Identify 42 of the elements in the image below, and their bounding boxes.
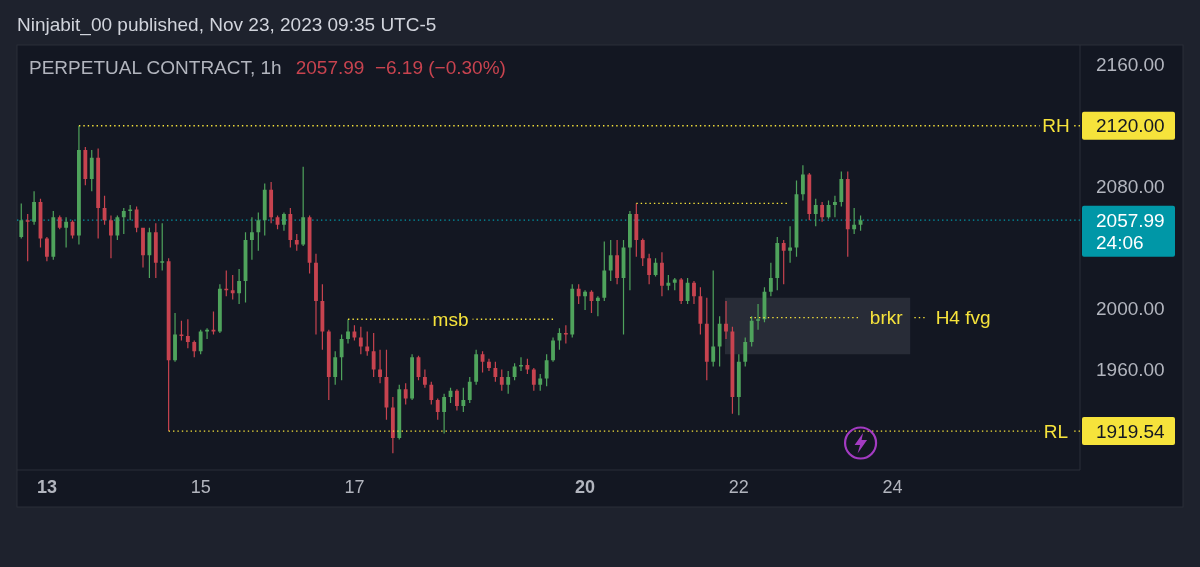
text: Ninjabit_00 published, Nov 23, 2023 09:35 UTC-5 <box>17 14 437 36</box>
annotation: RH <box>1042 115 1070 137</box>
candlestick <box>800 165 805 201</box>
x-tick-label: 24 <box>882 477 903 497</box>
candlestick <box>378 349 382 384</box>
x-tick-label: 17 <box>344 477 365 497</box>
annotation: RL <box>1043 420 1069 442</box>
candlestick <box>32 191 37 225</box>
candlestick <box>756 303 760 330</box>
ref-line-label: 2057.99 24:06 <box>1096 209 1165 253</box>
candlestick <box>628 211 632 291</box>
candlestick <box>422 369 427 388</box>
candlestick <box>282 212 286 231</box>
candlestick <box>833 195 837 218</box>
y-tick-label: 1960.00 <box>1096 358 1165 380</box>
annotation: brkr <box>869 307 904 329</box>
candlestick <box>660 252 664 297</box>
candlestick <box>724 300 728 339</box>
candlestick <box>692 281 696 304</box>
text: 2057.99 −6.19 (−0.30%) <box>295 57 506 78</box>
candlestick <box>109 215 113 259</box>
candlestick <box>519 357 523 371</box>
candlestick <box>205 328 209 339</box>
y-tick-label: 2120.00 <box>1096 115 1165 137</box>
candlestick <box>346 319 350 344</box>
text: PERPETUAL CONTRACT, 1h <box>29 57 282 78</box>
candlestick <box>314 253 318 335</box>
y-tick-label: 2160.00 <box>1096 54 1165 76</box>
x-tick-label: 15 <box>190 477 211 497</box>
candlestick <box>173 313 177 362</box>
x-tick-label: 22 <box>728 477 749 497</box>
candlestick <box>250 217 254 260</box>
y-tick-label: 2080.00 <box>1096 176 1165 198</box>
x-tick-label: 13 <box>36 477 57 497</box>
annotation: msb <box>432 308 469 330</box>
candlestick <box>788 226 793 263</box>
x-tick-label: 20 <box>575 477 596 497</box>
candlestick <box>583 290 587 311</box>
y-tick-label: 1919.54 <box>1096 420 1166 442</box>
series-label: H4 fvg <box>935 307 991 329</box>
y-tick-label: 2000.00 <box>1096 298 1165 320</box>
candlestick <box>487 358 491 371</box>
